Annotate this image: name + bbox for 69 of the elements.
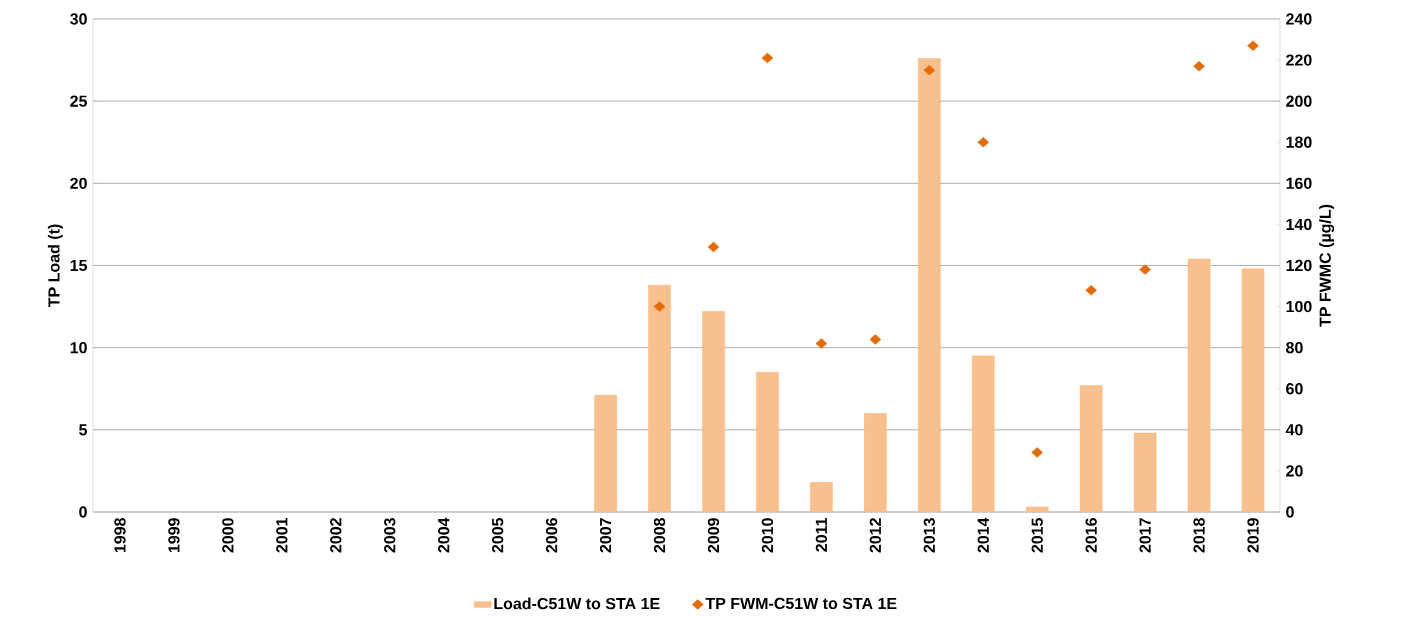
- x-tick-label: 2013: [923, 518, 935, 553]
- point: [1247, 40, 1259, 51]
- bar: [1079, 385, 1103, 512]
- y-tick-label: 20: [70, 177, 87, 189]
- x-tick-label: 2018: [1193, 518, 1205, 553]
- point: [1139, 264, 1151, 275]
- y-tick-label: 0: [79, 506, 87, 518]
- x-tick-label: 2010: [761, 518, 774, 553]
- x-tick-label: 2015: [1031, 517, 1043, 553]
- point: [1031, 447, 1044, 458]
- point: [707, 241, 720, 253]
- x-tick-label: 2012: [869, 518, 882, 553]
- x-tick-label: 2019: [1247, 518, 1259, 553]
- x-tick-label: 2003: [384, 518, 396, 553]
- y-tick-label: 30: [70, 13, 87, 25]
- y2-tick-label: 120: [1286, 259, 1312, 272]
- bar: [918, 58, 941, 512]
- y-axis-title: TP Load (t): [47, 224, 63, 308]
- point: [869, 334, 882, 345]
- x-tick-label: 2006: [545, 518, 558, 553]
- legend-label: TP FWM-C51W to STA 1E: [705, 597, 897, 610]
- y2-tick-label: 0: [1286, 506, 1294, 518]
- y2-tick-label: 200: [1286, 95, 1312, 107]
- x-tick-label: 1999: [168, 518, 180, 553]
- y2-tick-label: 160: [1286, 177, 1312, 189]
- y-tick-label: 15: [70, 259, 88, 272]
- x-tick-label: 1998: [114, 518, 126, 553]
- x-tick-label: 2007: [599, 518, 612, 553]
- x-tick-label: 2002: [330, 518, 342, 553]
- y2-tick-label: 40: [1285, 424, 1303, 436]
- y2-tick-label: 80: [1286, 342, 1303, 354]
- y2-axis-title: TP FWMC (µg/L): [1319, 204, 1335, 327]
- point: [815, 338, 828, 349]
- bar: [810, 482, 833, 512]
- legend-label: Load-C51W to STA 1E: [494, 597, 660, 610]
- y2-tick-label: 240: [1286, 13, 1312, 25]
- bar: [864, 413, 887, 512]
- x-tick-label: 2004: [438, 517, 450, 553]
- point: [1193, 61, 1205, 72]
- x-tick-label: 2000: [222, 518, 234, 553]
- point: [761, 52, 774, 64]
- x-tick-label: 2008: [653, 518, 666, 553]
- bar: [594, 395, 617, 512]
- point: [1085, 284, 1097, 296]
- bar: [972, 355, 995, 512]
- y2-tick-label: 220: [1286, 54, 1312, 66]
- y2-tick-label: 20: [1286, 465, 1303, 477]
- bar: [702, 311, 725, 512]
- y2-tick-label: 100: [1286, 300, 1312, 313]
- bar: [1241, 268, 1265, 512]
- point: [653, 301, 666, 312]
- point: [977, 137, 990, 148]
- bar: [756, 372, 779, 512]
- y-tick-label: 5: [79, 424, 88, 436]
- x-tick-label: 2009: [707, 518, 720, 553]
- x-tick-label: 2016: [1085, 518, 1097, 553]
- y2-tick-label: 180: [1286, 136, 1312, 148]
- x-tick-label: 2017: [1139, 518, 1151, 553]
- x-tick-label: 2014: [977, 517, 989, 553]
- y2-tick-label: 60: [1286, 383, 1303, 395]
- x-tick-label: 2011: [815, 517, 828, 552]
- bar: [1187, 258, 1211, 512]
- y-tick-label: 25: [70, 95, 88, 107]
- x-tick-label: 2001: [276, 517, 288, 553]
- y2-tick-label: 140: [1286, 218, 1312, 231]
- x-tick-label: 2005: [492, 517, 504, 553]
- bar: [648, 285, 671, 512]
- point: [923, 65, 936, 76]
- y-tick-label: 10: [70, 342, 87, 354]
